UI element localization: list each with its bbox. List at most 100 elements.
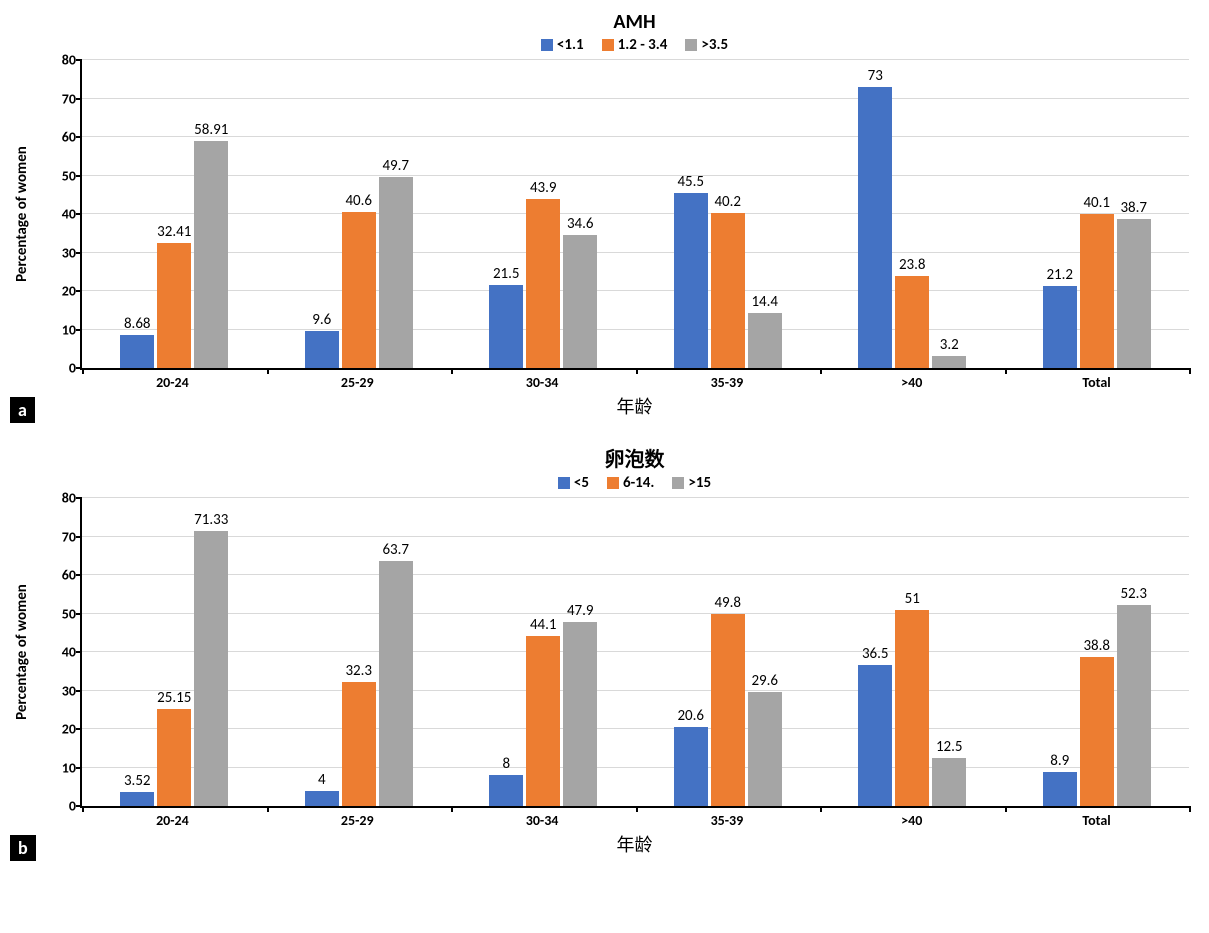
bar: 40.1: [1080, 214, 1114, 368]
x-tick-label: 30-34: [450, 812, 635, 829]
bar-value-label: 9.6: [312, 311, 331, 331]
bar-value-label: 21.2: [1046, 266, 1073, 286]
bar-value-label: 4: [318, 771, 326, 791]
x-tick-mark: [267, 806, 269, 812]
bar-value-label: 38.8: [1083, 637, 1110, 657]
legend-swatch: [685, 39, 697, 51]
x-tick-label: 35-39: [634, 812, 819, 829]
legend-label: <1.1: [557, 36, 584, 54]
x-axis-title: 年龄: [80, 831, 1189, 857]
bar-value-label: 3.52: [124, 772, 151, 792]
bar-value-label: 52.3: [1120, 585, 1147, 605]
bar: 3.2: [932, 356, 966, 368]
legend-label: >15: [688, 474, 711, 492]
x-tick-mark: [1189, 368, 1191, 374]
bar-group: 432.363.7: [267, 498, 452, 806]
legend-swatch: [541, 39, 553, 51]
bar-value-label: 21.5: [493, 265, 520, 285]
chart-title: 卵泡数: [80, 443, 1189, 472]
y-axis-title: Percentage of women: [13, 146, 31, 282]
bar-value-label: 29.6: [751, 672, 778, 692]
bar: 47.9: [563, 622, 597, 806]
bar: 73: [858, 87, 892, 368]
bar: 8.9: [1043, 772, 1077, 806]
bar-value-label: 49.8: [714, 594, 741, 614]
bar-group: 3.5225.1571.33: [82, 498, 267, 806]
x-labels: 20-2425-2930-3435-39>40Total: [80, 812, 1189, 829]
bar-value-label: 12.5: [936, 738, 963, 758]
bar: 32.41: [157, 243, 191, 368]
x-tick-label: 20-24: [80, 374, 265, 391]
bar-value-label: 45.5: [677, 173, 704, 193]
bar: 12.5: [932, 758, 966, 806]
x-tick-label: 25-29: [265, 374, 450, 391]
chart-wrap: 卵泡数<56-14.>1501020304050607080Percentage…: [80, 443, 1189, 857]
bar-value-label: 43.9: [530, 179, 557, 199]
bar-value-label: 32.41: [157, 223, 191, 243]
bar-value-label: 40.6: [345, 192, 372, 212]
x-tick-label: 20-24: [80, 812, 265, 829]
bar-value-label: 47.9: [567, 602, 594, 622]
x-tick-mark: [820, 368, 822, 374]
x-tick-mark: [636, 806, 638, 812]
x-tick-mark: [267, 368, 269, 374]
bar: 44.1: [526, 636, 560, 806]
bar: 4: [305, 791, 339, 806]
bar-value-label: 73: [868, 67, 883, 87]
legend-item: >3.5: [685, 36, 728, 54]
x-labels: 20-2425-2930-3435-39>40Total: [80, 374, 1189, 391]
bar-value-label: 8.9: [1050, 752, 1069, 772]
bar-value-label: 32.3: [345, 662, 372, 682]
x-tick-label: Total: [1004, 374, 1189, 391]
bar: 3.52: [120, 792, 154, 806]
bar-value-label: 14.4: [751, 293, 778, 313]
bar: 34.6: [563, 235, 597, 368]
bar-value-label: 63.7: [382, 541, 409, 561]
x-tick-mark: [820, 806, 822, 812]
legend-swatch: [602, 39, 614, 51]
chart-title: AMH: [80, 10, 1189, 34]
legend-label: 6-14.: [623, 474, 654, 492]
bar: 63.7: [379, 561, 413, 806]
bar-value-label: 8: [502, 755, 510, 775]
legend-label: >3.5: [701, 36, 728, 54]
bar: 21.5: [489, 285, 523, 368]
bar: 52.3: [1117, 605, 1151, 806]
bar-group: 21.240.138.7: [1005, 60, 1190, 368]
y-axis-title: Percentage of women: [13, 584, 31, 720]
x-tick-label: >40: [819, 374, 1004, 391]
x-tick-label: Total: [1004, 812, 1189, 829]
bar-group: 7323.83.2: [820, 60, 1005, 368]
chart-panel-a: AMH<1.11.2 - 3.4>3.501020304050607080Per…: [10, 10, 1199, 423]
bar: 20.6: [674, 727, 708, 806]
bar: 51: [895, 610, 929, 806]
bar: 49.8: [711, 614, 745, 806]
bar: 40.6: [342, 212, 376, 368]
bar-group: 20.649.829.6: [636, 498, 821, 806]
x-tick-mark: [82, 806, 84, 812]
bar: 9.6: [305, 331, 339, 368]
x-tick-mark: [1005, 368, 1007, 374]
legend-item: >15: [672, 474, 711, 492]
legend-label: 1.2 - 3.4: [618, 36, 668, 54]
chart-panel-b: 卵泡数<56-14.>1501020304050607080Percentage…: [10, 443, 1199, 861]
bar-value-label: 20.6: [677, 707, 704, 727]
bar: 29.6: [748, 692, 782, 806]
bar-value-label: 34.6: [567, 215, 594, 235]
x-tick-mark: [1005, 806, 1007, 812]
bar-value-label: 44.1: [530, 616, 557, 636]
bar: 49.7: [379, 177, 413, 368]
bar: 36.5: [858, 665, 892, 806]
bars-row: 8.6832.4158.919.640.649.721.543.934.645.…: [82, 60, 1189, 368]
legend-swatch: [607, 477, 619, 489]
chart-wrap: AMH<1.11.2 - 3.4>3.501020304050607080Per…: [80, 10, 1189, 419]
bar-value-label: 25.15: [157, 689, 191, 709]
panel-tag: b: [10, 835, 36, 861]
x-tick-mark: [1189, 806, 1191, 812]
bar-value-label: 58.91: [194, 121, 228, 141]
bar-group: 21.5 43.9 34.6: [451, 60, 636, 368]
bar-group: 9.640.649.7: [267, 60, 452, 368]
bar: 32.3: [342, 682, 376, 806]
bar: 40.2: [711, 213, 745, 368]
x-tick-label: 25-29: [265, 812, 450, 829]
